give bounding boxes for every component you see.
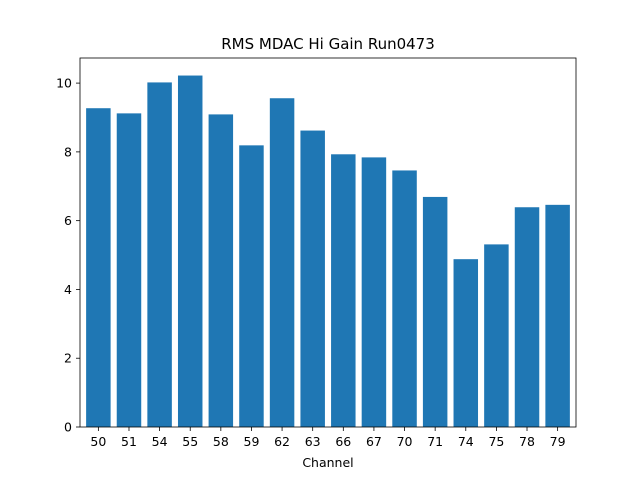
- plot-frame: [79, 57, 577, 428]
- x-tick-label-51: 51: [121, 434, 137, 449]
- bar-channel-79: [545, 204, 570, 427]
- x-axis-label: Channel: [302, 455, 353, 470]
- bar-channel-59: [239, 145, 264, 427]
- bar-channel-54: [147, 82, 172, 428]
- chart-title: RMS MDAC Hi Gain Run0473: [221, 35, 435, 53]
- x-tick-label-58: 58: [213, 434, 229, 449]
- bar-channel-66: [331, 154, 356, 428]
- bar-channel-58: [208, 114, 234, 428]
- bar-channel-78: [514, 207, 540, 427]
- x-tick-label-54: 54: [152, 434, 168, 449]
- x-tick-label-75: 75: [488, 434, 504, 449]
- x-tick-label-62: 62: [274, 434, 290, 449]
- y-axis-ticks: 0 2 4 6 8 10: [56, 76, 80, 435]
- bar-channel-74: [453, 259, 479, 427]
- bar-channel-62: [269, 98, 295, 428]
- y-tick-label-4: 4: [64, 282, 72, 297]
- y-tick-label-0: 0: [64, 420, 72, 435]
- bar-channel-55: [177, 75, 203, 427]
- x-tick-label-67: 67: [366, 434, 382, 449]
- x-tick-label-70: 70: [397, 434, 413, 449]
- bars-group: [86, 75, 570, 428]
- bar-channel-63: [300, 130, 325, 427]
- x-tick-label-63: 63: [305, 434, 321, 449]
- x-tick-label-74: 74: [458, 434, 474, 449]
- x-tick-label-66: 66: [335, 434, 351, 449]
- bar-channel-70: [392, 170, 417, 427]
- y-tick-label-6: 6: [64, 213, 72, 228]
- x-tick-label-59: 59: [244, 434, 260, 449]
- bar-channel-51: [116, 113, 142, 428]
- bar-channel-50: [86, 108, 111, 428]
- x-tick-label-79: 79: [550, 434, 566, 449]
- y-tick-label-8: 8: [64, 144, 72, 159]
- x-tick-label-50: 50: [90, 434, 106, 449]
- y-tick-label-10: 10: [56, 76, 72, 91]
- bar-channel-67: [361, 157, 387, 427]
- bar-channel-71: [422, 196, 448, 427]
- y-tick-label-2: 2: [64, 351, 72, 366]
- x-axis-ticks: 50 51 54 55 58 59 62 63 66 67 70 71 74 75 78 79: [90, 427, 566, 449]
- x-tick-label-78: 78: [519, 434, 535, 449]
- x-tick-label-55: 55: [182, 434, 198, 449]
- bar-channel-75: [484, 244, 509, 427]
- x-tick-label-71: 71: [427, 434, 443, 449]
